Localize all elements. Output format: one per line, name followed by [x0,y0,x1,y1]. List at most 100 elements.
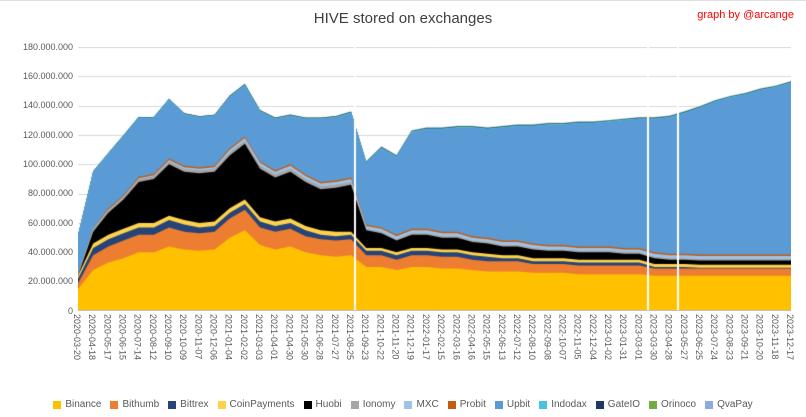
y-tick-label: 40.000.000 [27,246,73,257]
legend-swatch [53,401,62,409]
y-tick-label: 140.000.000 [22,100,73,111]
legend-label: MXC [416,399,439,410]
legend-swatch [649,401,658,409]
x-tick-label: 2020-10-09 [178,314,189,361]
legend-item-gateio: GateIO [595,399,641,411]
x-tick-label: 2023-01-31 [618,314,629,361]
legend: Binance Bithumb Bittrex CoinPayments Huobi Io… [0,399,806,411]
legend-swatch [447,401,456,409]
x-tick-label: 2023-09-21 [739,314,750,361]
legend-label: Ionomy [362,399,396,410]
x-tick-label: 2022-04-16 [466,314,477,361]
legend-item-upbit: Upbit [494,399,531,411]
x-tick-label: 2022-01-17 [420,314,431,361]
legend-swatch [494,401,503,409]
legend-item-ionomy: Ionomy [350,399,396,411]
legend-item-probit: Probit [447,399,486,411]
x-tick-label: 2023-03-30 [648,314,659,361]
legend-swatch [350,401,359,409]
x-tick-label: 2020-11-07 [193,314,204,360]
x-tick-label: 2022-02-15 [436,314,447,361]
chart-title: HIVE stored on exchanges [313,10,493,27]
x-tick-label: 2021-10-22 [375,314,386,361]
x-tick-label: 2021-12-19 [405,314,416,361]
legend-label: Binance [65,399,102,410]
x-tick-label: 2021-02-02 [238,314,249,361]
x-tick-label: 2023-08-23 [724,314,735,361]
legend-swatch [539,401,548,409]
x-tick-label: 2022-08-10 [527,314,538,361]
credit-text: graph by @arcange [697,9,794,21]
y-tick-label: 180.000.000 [22,41,73,52]
y-tick-label: 120.000.000 [22,129,73,140]
legend-label: Probit [459,399,486,410]
x-tick-label: 2021-07-27 [329,314,340,361]
legend-item-orinoco: Orinoco [649,399,696,411]
y-tick-label: 80.000.000 [27,188,73,199]
x-tick-label: 2021-04-01 [269,314,280,361]
x-tick-label: 2022-03-16 [451,314,462,361]
legend-label: CoinPayments [229,399,295,410]
legend-label: Bittrex [180,399,209,410]
x-tick-label: 2022-10-07 [557,314,568,361]
y-tick-label: 100.000.000 [22,158,73,169]
x-tick-label: 2022-07-12 [511,314,522,361]
x-tick-label: 2021-08-25 [345,314,356,361]
x-tick-label: 2022-12-04 [587,314,598,361]
legend-item-bithumb: Bithumb [110,399,159,411]
x-tick-label: 2022-06-13 [496,314,507,361]
legend-item-bittrex: Bittrex [168,399,209,411]
x-tick-label: 2021-11-20 [390,314,401,360]
legend-item-coinpayments: CoinPayments [217,399,295,411]
legend-swatch [595,401,604,409]
legend-swatch [404,401,413,409]
legend-swatch [705,401,714,409]
x-tick-label: 2022-09-08 [542,314,553,361]
legend-swatch [110,401,119,409]
x-tick-label: 2020-07-14 [132,314,143,361]
legend-item-binance: Binance [53,399,101,411]
x-tick-label: 2021-03-03 [254,314,265,361]
legend-label: GateIO [607,399,641,410]
legend-item-indodax: Indodax [539,399,587,411]
legend-label: Orinoco [661,399,697,410]
x-tick-label: 2020-03-20 [72,314,82,361]
x-tick-label: 2023-04-28 [663,314,674,361]
x-tick-label: 2023-10-20 [754,314,765,361]
x-tick-label: 2022-11-05 [572,314,583,360]
legend-item-mxc: MXC [404,399,439,411]
y-tick-label: 0 [67,305,73,316]
legend-label: QvaPay [717,399,753,410]
x-tick-label: 2023-07-24 [709,314,720,361]
x-tick-label: 2020-06-15 [117,314,128,361]
y-tick-label: 160.000.000 [22,70,73,81]
x-tick-label: 2021-04-30 [284,314,295,361]
x-tick-label: 2020-09-10 [163,314,174,361]
legend-label: Upbit [506,399,531,410]
legend-label: Huobi [315,399,342,410]
x-tick-label: 2021-06-28 [314,314,325,361]
legend-swatch [303,401,312,409]
legend-swatch [217,401,226,409]
x-tick-label: 2020-12-06 [208,314,219,361]
legend-label: Bithumb [122,399,160,410]
x-tick-label: 2023-11-18 [769,314,780,360]
legend-swatch [168,401,177,409]
stacked-area-plot [78,47,791,311]
x-tick-label: 2021-05-30 [299,314,310,361]
y-tick-label: 60.000.000 [27,217,73,228]
x-tick-label: 2023-06-25 [693,314,704,361]
x-tick-label: 2022-05-15 [481,314,492,361]
x-tick-label: 2021-01-04 [223,314,234,361]
x-tick-label: 2020-05-17 [102,314,113,361]
legend-item-qvapay: QvaPay [705,399,753,411]
x-tick-label: 2023-03-01 [633,314,644,361]
x-tick-label: 2023-12-17 [785,314,795,361]
x-tick-label: 2020-08-12 [147,314,158,361]
legend-item-huobi: Huobi [303,399,342,411]
x-tick-label: 2021-09-23 [360,314,371,361]
legend-label: Indodax [551,399,587,410]
x-tick-label: 2020-04-18 [87,314,98,361]
x-tick-label: 2023-05-27 [678,314,689,361]
